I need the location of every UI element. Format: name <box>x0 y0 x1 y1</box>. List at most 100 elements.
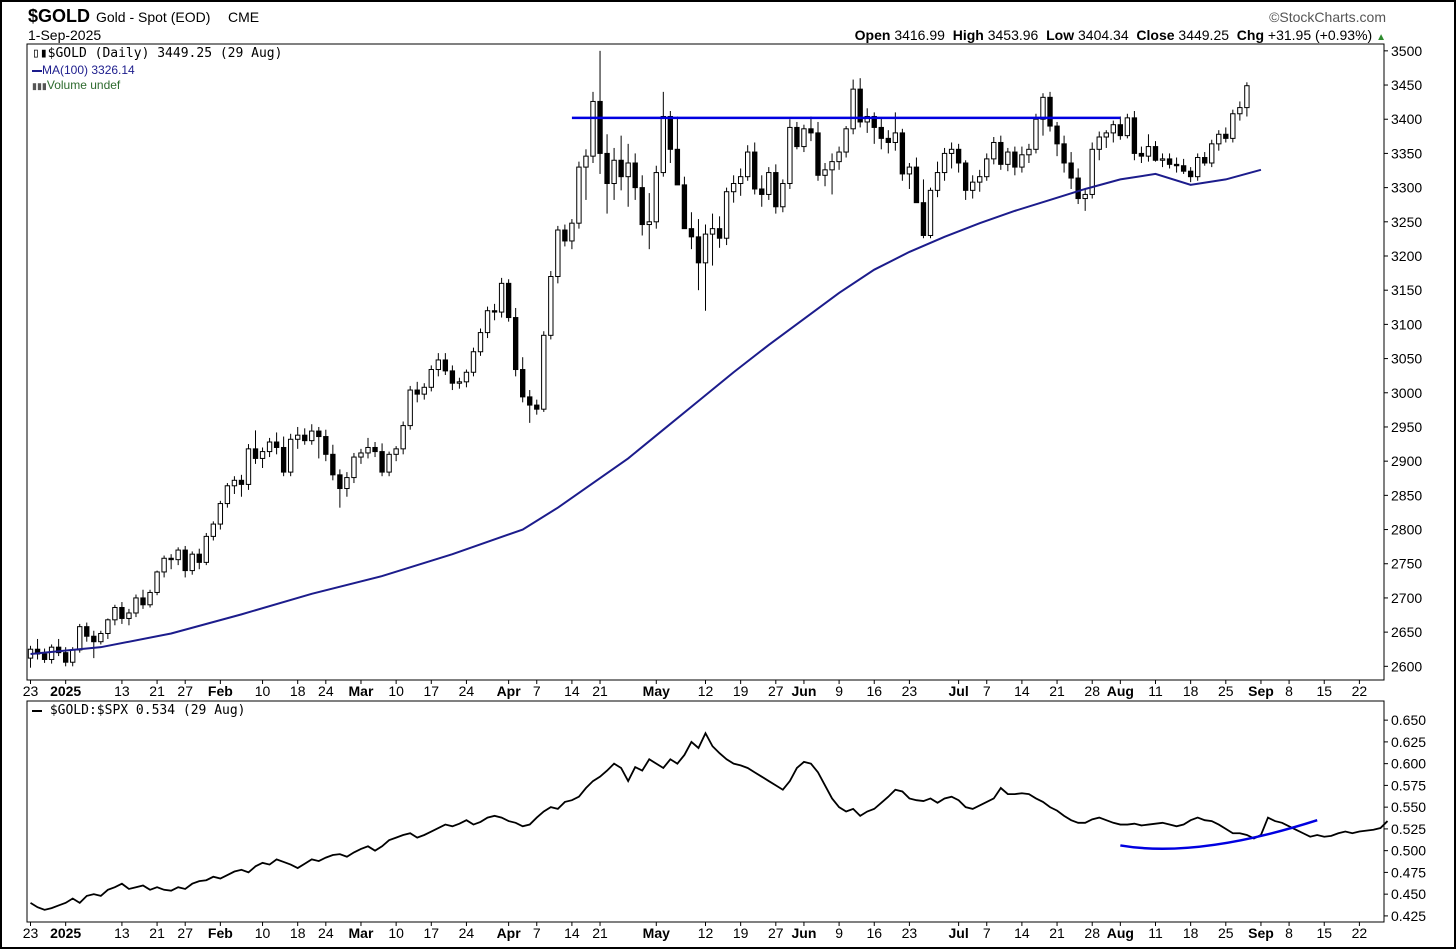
candle <box>252 430 259 464</box>
candle-body-down <box>1117 124 1124 137</box>
ratio-x-tick-label: 21 <box>592 925 608 941</box>
candle <box>238 474 245 497</box>
price-x-tick-label: 16 <box>866 683 882 699</box>
ratio-x-tick-label: 7 <box>533 925 541 941</box>
candle-body-down <box>1202 157 1208 164</box>
candle <box>520 357 526 403</box>
candle-body-up <box>576 166 582 224</box>
candle-body-up <box>1040 96 1046 120</box>
ratio-y-tick-label: 0.450 <box>1391 886 1426 902</box>
candle-body-up <box>1005 151 1011 165</box>
candle <box>372 442 378 458</box>
candle <box>970 175 976 199</box>
price-x-tick-label: 11 <box>1148 683 1163 699</box>
price-y-tick-label: 2800 <box>1391 522 1422 538</box>
candle-body-down <box>955 148 962 164</box>
candle <box>1209 139 1215 168</box>
candle-body-down <box>681 184 688 230</box>
legend-ratio: $GOLD:$SPX 0.534 (29 Aug) <box>32 703 246 718</box>
candle <box>133 594 139 618</box>
candle-body-down <box>1138 152 1145 157</box>
ratio-x-tick-label: Feb <box>208 925 233 941</box>
candle <box>273 432 280 455</box>
candle-body-up <box>892 132 899 143</box>
price-x-tick-label: 21 <box>1049 683 1065 699</box>
ratio-x-tick-label: 27 <box>768 925 784 941</box>
candle <box>885 130 891 154</box>
open-label: Open <box>854 27 891 43</box>
candle <box>1145 134 1152 162</box>
price-x-tick-label: Apr <box>497 683 522 699</box>
candle-body-down <box>857 88 863 123</box>
candle <box>934 161 941 198</box>
candle <box>541 331 547 412</box>
candle-body-up <box>407 389 413 427</box>
candle-body-down <box>140 597 146 606</box>
candle-body-up <box>309 430 315 442</box>
candle-body-down <box>1061 143 1067 164</box>
candle <box>470 347 477 377</box>
candle <box>695 219 702 291</box>
candle <box>583 149 589 200</box>
candle-body-down <box>196 553 202 563</box>
candle <box>323 429 329 462</box>
price-x-tick-label: 24 <box>459 683 475 699</box>
candle <box>379 443 385 477</box>
candle <box>527 390 533 423</box>
candle-body-down <box>1068 162 1074 179</box>
candle-body-down <box>414 389 420 395</box>
candle-body-down <box>878 126 884 139</box>
candle <box>91 630 97 659</box>
up-arrow-icon: ▲ <box>1376 32 1386 43</box>
candle <box>400 421 406 455</box>
candle-body-down <box>182 549 188 572</box>
price-y-tick-label: 2700 <box>1391 590 1422 606</box>
candle <box>1117 116 1124 140</box>
ratio-x-tick-label: 24 <box>459 925 475 941</box>
price-x-tick-label: 9 <box>835 683 843 699</box>
candle-body-up <box>463 371 470 383</box>
candle <box>1075 168 1081 205</box>
candle <box>337 469 343 508</box>
candle <box>962 160 969 200</box>
candle <box>175 547 181 566</box>
candle-body-up <box>611 159 617 185</box>
price-y-tick-label: 3050 <box>1391 351 1422 367</box>
ohlc-readout: Open 3416.99 High 3453.96 Low 3404.34 Cl… <box>855 27 1386 43</box>
price-x-tick-label: 12 <box>698 683 714 699</box>
candle <box>295 426 301 449</box>
candle <box>196 548 202 570</box>
candle <box>344 472 350 497</box>
rounded-bottom-arc <box>1120 819 1318 850</box>
candle <box>927 187 934 239</box>
candle-body-down <box>773 172 779 208</box>
candle-body-up <box>927 189 934 236</box>
candle-body-up <box>105 619 111 634</box>
price-x-tick-label: Aug <box>1107 683 1134 699</box>
candle-body-up <box>829 161 835 171</box>
candle <box>843 126 849 158</box>
candle <box>1089 142 1095 199</box>
legend-ma: MA(100) 3326.14 <box>32 63 135 77</box>
candle-body-up <box>358 452 364 458</box>
candle-body-up <box>991 141 997 160</box>
candle-body-down <box>41 653 48 660</box>
candle-body-down <box>674 148 681 186</box>
candle <box>456 377 463 389</box>
candle <box>576 161 582 229</box>
candle <box>259 447 266 468</box>
candle <box>112 604 118 626</box>
candle-body-up <box>1019 154 1025 168</box>
candle-body-up <box>428 369 434 388</box>
candle <box>217 500 224 530</box>
legend-price-text: $GOLD (Daily) 3449.25 (29 Aug) <box>47 46 283 61</box>
candle-body-down <box>1187 170 1194 178</box>
candle <box>1152 141 1159 162</box>
ratio-x-tick-label: Aug <box>1107 925 1134 941</box>
candle-body-down <box>920 202 927 236</box>
candle-body-up <box>646 221 652 226</box>
candle <box>1012 146 1018 176</box>
candle-body-down <box>752 151 758 190</box>
ratio-x-tick-label: 27 <box>177 925 193 941</box>
